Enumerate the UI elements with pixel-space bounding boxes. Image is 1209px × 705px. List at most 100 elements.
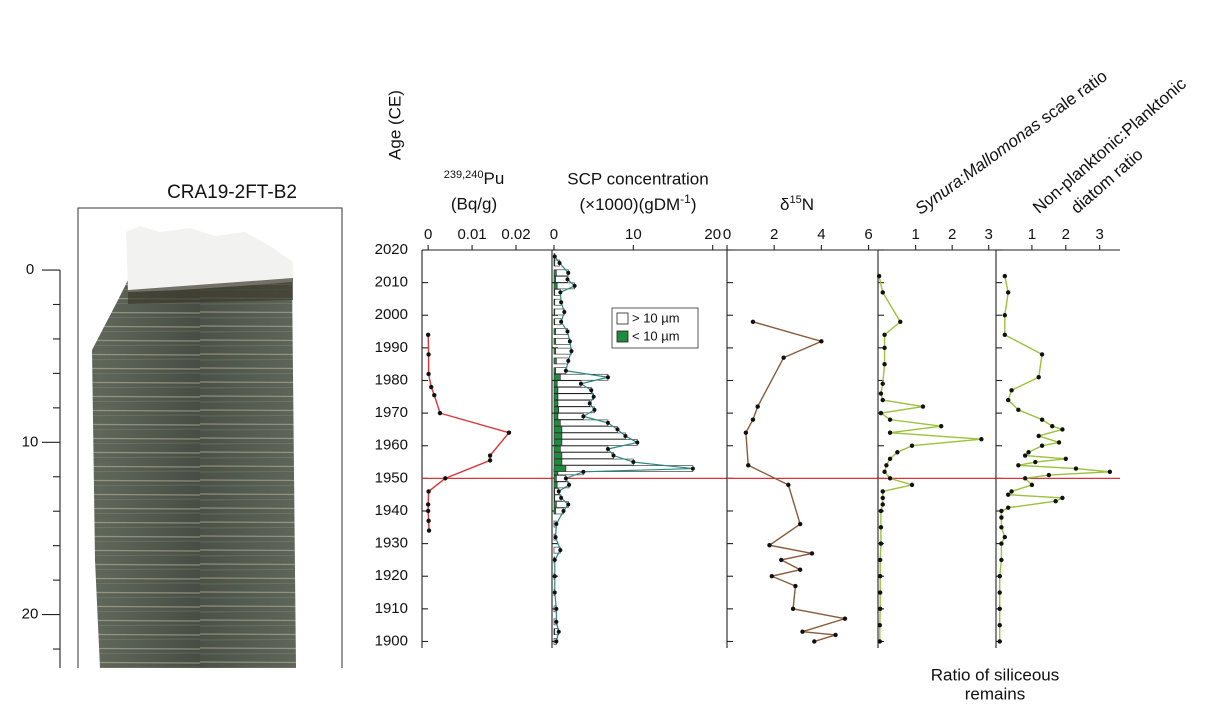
data-point: [921, 404, 925, 408]
data-point: [615, 427, 619, 431]
panel-title: 239,240Pu: [444, 169, 505, 189]
y-tick-label: 1950: [375, 469, 408, 486]
data-point: [1040, 417, 1044, 421]
data-point: [1006, 506, 1010, 510]
bar-segment: [562, 453, 614, 459]
data-point: [791, 607, 795, 611]
data-point: [879, 391, 883, 395]
data-point: [553, 574, 557, 578]
data-point: [1053, 499, 1057, 503]
data-point: [879, 411, 883, 415]
data-point: [888, 457, 892, 461]
bar-segment: [554, 374, 560, 380]
data-point: [426, 519, 430, 523]
data-point: [877, 274, 881, 278]
x-tick-label: 2: [1062, 226, 1070, 243]
bar-segment: [556, 348, 572, 354]
data-point: [879, 525, 883, 529]
data-point: [566, 271, 570, 275]
data-point: [843, 616, 847, 620]
data-point: [879, 509, 883, 513]
title-text: δ: [780, 195, 789, 214]
title-text: Pu: [483, 169, 504, 188]
data-point: [998, 574, 1002, 578]
data-point: [1006, 290, 1010, 294]
data-point: [767, 543, 771, 547]
bar-segment: [554, 453, 562, 459]
y-tick-label: 1980: [375, 371, 408, 388]
data-point: [488, 458, 492, 462]
data-point: [1006, 492, 1010, 496]
y-tick-label: 1970: [375, 404, 408, 421]
bar-segment: [554, 413, 558, 419]
title-superscript: 239,240: [444, 169, 484, 181]
bar-segment: [554, 400, 558, 406]
data-point: [565, 330, 569, 334]
data-point: [558, 261, 562, 265]
x-tick-label: 20: [704, 226, 721, 243]
data-point: [770, 574, 774, 578]
y-tick-label: 1900: [375, 632, 408, 649]
core-tick-label: 20: [22, 606, 39, 623]
bar-segment: [558, 400, 590, 406]
title-italic: Synura:Mallomonas: [912, 115, 1045, 219]
y-tick-label: 1940: [375, 502, 408, 519]
data-point: [1003, 274, 1007, 278]
data-point: [581, 470, 585, 474]
data-point: [878, 623, 882, 627]
data-point: [588, 401, 592, 405]
data-point: [1050, 424, 1054, 428]
data-point: [998, 590, 1002, 594]
data-point: [557, 630, 561, 634]
data-point: [558, 548, 562, 552]
bar-segment: [554, 446, 560, 452]
x-tick-label: 0: [424, 226, 432, 243]
data-point: [1023, 453, 1027, 457]
core-axis: 01020: [22, 261, 60, 668]
data-point: [443, 476, 447, 480]
x-tick-label: 4: [817, 226, 825, 243]
data-point: [999, 515, 1003, 519]
data-point: [569, 349, 573, 353]
data-point: [592, 395, 596, 399]
data-point: [564, 369, 568, 373]
legend-label: < 10 µm: [632, 328, 680, 343]
subtitle-superscript: -1: [680, 192, 691, 206]
x-tick-label: 6: [864, 226, 872, 243]
data-point: [1003, 333, 1007, 337]
data-point: [581, 414, 585, 418]
data-point: [833, 633, 837, 637]
subtitle-end: ): [691, 195, 697, 214]
x-tick-label: 3: [1096, 226, 1104, 243]
data-point: [426, 352, 430, 356]
title-superscript: 15: [789, 194, 801, 206]
legend-label: > 10 µm: [632, 310, 680, 325]
bar-segment: [554, 394, 558, 400]
data-line: [1000, 276, 1110, 641]
data-point: [998, 623, 1002, 627]
data-point: [566, 359, 570, 363]
data-line: [428, 335, 509, 531]
data-point: [553, 558, 557, 562]
data-point: [606, 421, 610, 425]
data-point: [1006, 398, 1010, 402]
data-point: [999, 525, 1003, 529]
y-tick-label: 2020: [375, 241, 408, 258]
data-point: [559, 496, 563, 500]
x-tick-label: 3: [985, 226, 993, 243]
data-point: [878, 639, 882, 643]
legend-swatch: [617, 331, 628, 342]
data-point: [554, 535, 558, 539]
data-point: [1036, 375, 1040, 379]
data-point: [566, 502, 570, 506]
data-point: [606, 447, 610, 451]
data-point: [888, 430, 892, 434]
data-point: [882, 362, 886, 366]
data-point: [579, 382, 583, 386]
data-point: [1060, 496, 1064, 500]
data-point: [895, 450, 899, 454]
data-point: [429, 385, 433, 389]
data-point: [559, 320, 563, 324]
data-point: [589, 388, 593, 392]
x-tick-label: 0: [723, 226, 731, 243]
